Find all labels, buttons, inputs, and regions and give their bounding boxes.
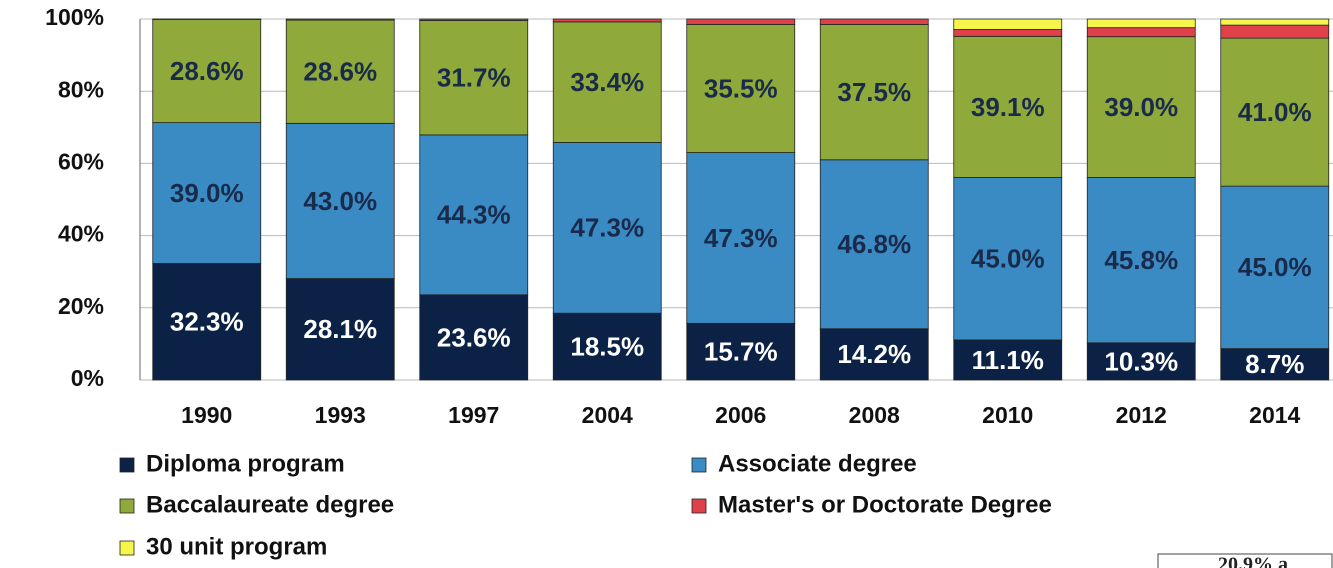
data-label: 35.5% [704,73,778,103]
bar-segment [552,18,662,23]
bar-segment [1220,348,1330,381]
bar-segment [819,18,929,25]
bar-segment [686,152,796,324]
legend-label: Master's or Doctorate Degree [718,491,1052,518]
y-tick-label: 80% [58,76,104,102]
data-label: 32.3% [170,307,244,337]
bar-segment [686,322,796,381]
x-tick-label: 2006 [715,402,766,428]
data-label: 28.6% [170,56,244,86]
legend-swatch [691,457,707,473]
data-label: 33.4% [570,67,644,97]
legend-label: Diploma program [146,450,345,477]
bar-segment [686,18,796,25]
data-label: 28.6% [303,57,377,87]
bar-segment [686,24,796,153]
bar-segment [552,142,662,314]
bar-segment [1220,185,1330,349]
bar-segment [1220,37,1330,187]
data-label: 46.8% [837,229,911,259]
x-tick-label: 2004 [582,402,633,428]
bar-segment [419,20,529,136]
annotation: 20.9% a [1218,554,1288,568]
bar-segment [819,328,929,381]
data-label: 44.3% [437,200,511,230]
data-label: 47.3% [570,213,644,243]
data-label: 37.5% [837,77,911,107]
bar-segment [1086,27,1196,38]
y-tick-label: 0% [71,365,104,391]
bar-segment [419,134,529,296]
bar-segment [152,122,262,264]
bar-segment [552,312,662,381]
x-tick-label: 1990 [181,402,232,428]
bar-segment [285,19,395,124]
bar-segment [953,35,1063,178]
bar-segment [819,159,929,330]
bar-segment [285,278,395,381]
bar-segment [285,18,395,21]
data-label: 18.5% [570,331,644,361]
x-tick-label: 2012 [1116,402,1167,428]
x-tick-label: 2010 [982,402,1033,428]
data-label: 43.0% [303,186,377,216]
data-label: 8.7% [1245,349,1304,379]
x-tick-label: 2014 [1249,402,1300,428]
data-label: 45.8% [1104,245,1178,275]
bar-segment [819,24,929,161]
x-tick-label: 1997 [448,402,499,428]
data-label: 39.0% [170,178,244,208]
bar-segment [1086,177,1196,344]
data-label: 45.0% [1238,252,1312,282]
bar-segment [953,18,1063,30]
legend-swatch [119,540,135,556]
data-label: 10.3% [1104,346,1178,376]
y-tick-label: 40% [58,221,104,247]
data-label: 39.1% [971,92,1045,122]
data-label: 47.3% [704,223,778,253]
data-label: 14.2% [837,339,911,369]
y-tick-label: 20% [58,293,104,319]
legend-swatch [119,498,135,514]
x-tick-label: 1993 [315,402,366,428]
bar-segment [953,177,1063,341]
data-label: 23.6% [437,322,511,352]
bar-segment [552,21,662,143]
bar-segment [285,122,395,279]
bar-segment [1220,18,1330,26]
legend-label: Baccalaureate degree [146,491,394,518]
data-label: 15.7% [704,337,778,367]
data-label: 39.0% [1104,92,1178,122]
data-label: 45.0% [971,244,1045,274]
legend-swatch [119,457,135,473]
bar-segment [953,339,1063,381]
x-tick-label: 2008 [849,402,900,428]
bar-segment [1086,18,1196,29]
data-label: 41.0% [1238,97,1312,127]
data-label: 31.7% [437,63,511,93]
bar-segment [152,262,262,381]
data-label: 28.1% [303,314,377,344]
bar-segment [152,18,262,124]
y-tick-label: 60% [58,148,104,174]
annotation-box [1157,553,1333,568]
y-tick-label: 100% [45,4,104,30]
legend-label: 30 unit program [146,533,327,560]
bar-segment [953,29,1063,37]
bar-segment [419,18,529,21]
bar-segment [1086,36,1196,178]
legend-label: Associate degree [718,450,917,477]
data-label: 11.1% [972,345,1044,375]
legend-swatch [691,498,707,514]
bar-segment [419,294,529,381]
bar-segment [1220,24,1330,39]
